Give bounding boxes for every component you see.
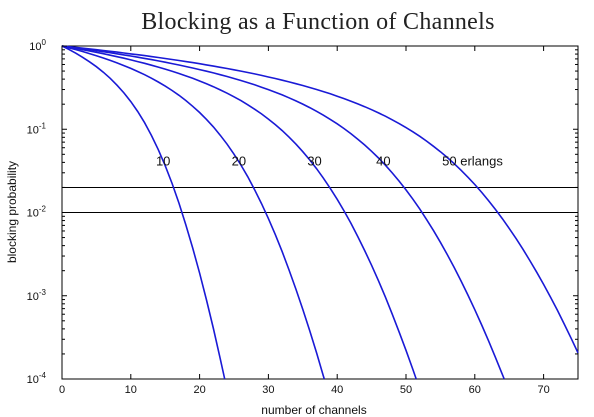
x-tick-label: 70 xyxy=(537,384,549,396)
chart-title: Blocking as a Function of Channels xyxy=(141,9,495,35)
y-tick-exponent: -4 xyxy=(39,371,47,380)
blocking-curves xyxy=(61,45,579,380)
x-axis-label: number of channels xyxy=(261,403,366,417)
y-tick-label: 100 xyxy=(29,38,46,53)
curve-label-40: 40 xyxy=(376,153,390,168)
reference-lines xyxy=(62,186,578,213)
y-tick-label: 10-3 xyxy=(27,288,47,303)
curve-label-10: 10 xyxy=(156,153,170,168)
curve-label-50: 50 erlangs xyxy=(442,153,503,168)
curve-50-erlangs xyxy=(61,45,579,354)
x-tick-label: 30 xyxy=(262,384,274,396)
x-tick-label: 60 xyxy=(469,384,481,396)
curve-labels: 10 20 30 40 50 erlangs xyxy=(156,153,503,168)
curve-40-erlangs xyxy=(61,45,505,380)
curve-30-erlangs xyxy=(61,45,417,380)
curve-label-30: 30 xyxy=(307,153,321,168)
curve-10-erlangs xyxy=(61,45,226,380)
y-tick-exponent: 0 xyxy=(42,38,47,47)
curve-label-20: 20 xyxy=(232,153,246,168)
y-tick-exponent: -3 xyxy=(39,288,47,297)
y-axis-label: blocking probability xyxy=(5,161,19,263)
x-tick-label: 40 xyxy=(331,384,343,396)
y-tick-label: 10-2 xyxy=(27,205,47,220)
x-tick-label: 10 xyxy=(125,384,137,396)
x-tick-label: 0 xyxy=(59,384,65,396)
y-tick-label: 10-4 xyxy=(27,371,47,386)
x-axis-ticks: 0 10 20 30 40 50 60 70 xyxy=(59,46,550,396)
y-tick-exponent: -2 xyxy=(39,205,47,214)
x-tick-label: 50 xyxy=(400,384,412,396)
x-tick-label: 20 xyxy=(193,384,205,396)
y-tick-label: 10-1 xyxy=(27,121,47,136)
curve-20-erlangs xyxy=(61,45,326,380)
y-tick-exponent: -1 xyxy=(39,121,47,130)
